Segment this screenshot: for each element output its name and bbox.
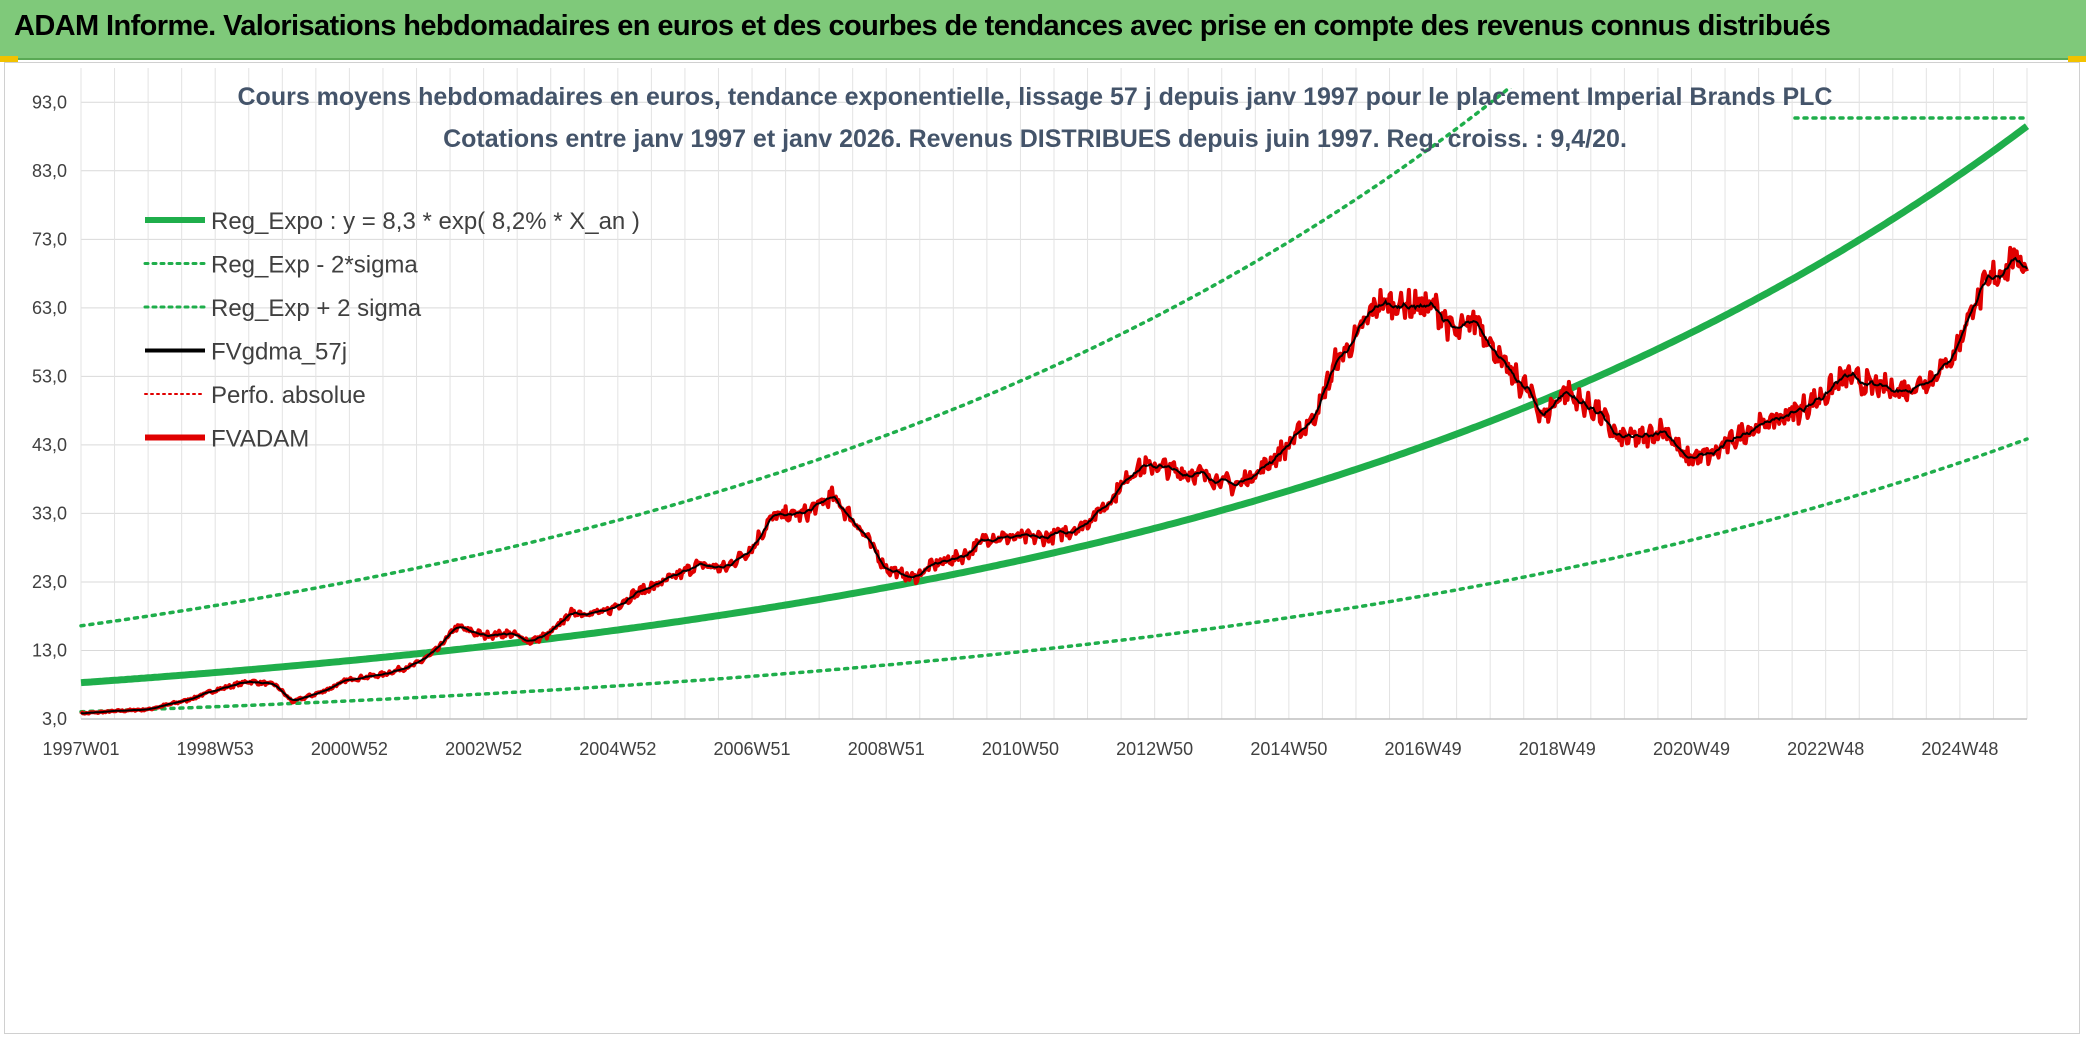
x-tick-label: 2000W52 — [311, 739, 388, 759]
y-tick-label: 53,0 — [32, 366, 67, 386]
y-tick-label: 23,0 — [32, 572, 67, 592]
chart-title-line1: Cours moyens hebdomadaires en euros, ten… — [238, 83, 1833, 111]
x-tick-label: 2010W50 — [982, 739, 1059, 759]
y-tick-label: 93,0 — [32, 92, 67, 112]
reg-exp-minus-2sigma-line — [79, 437, 2029, 714]
chart-series — [79, 88, 2031, 716]
legend-label: FVgdma_57j — [211, 339, 347, 366]
y-tick-label: 33,0 — [32, 503, 67, 523]
x-tick-label: 2024W48 — [1921, 739, 1998, 759]
x-tick-label: 2016W49 — [1385, 739, 1462, 759]
fvgdma-57j-line — [81, 256, 2028, 715]
grid-lines — [80, 68, 2028, 720]
y-tick-label: 43,0 — [32, 435, 67, 455]
legend-label: Reg_Expo : y = 8,3 * exp( 8,2% * X_an ) — [211, 208, 640, 235]
x-tick-label: 2022W48 — [1787, 739, 1864, 759]
chart-legend: Reg_Expo : y = 8,3 * exp( 8,2% * X_an ) R… — [143, 208, 640, 453]
x-tick-label: 2006W51 — [714, 739, 791, 759]
x-tick-label: 2018W49 — [1519, 739, 1596, 759]
x-tick-label: 2002W52 — [445, 739, 522, 759]
legend-label: Perfo. absolue — [211, 382, 366, 409]
x-tick-label: 2020W49 — [1653, 739, 1730, 759]
chart: 3,0 13,0 23,0 33,0 43,0 53,0 63,0 73,0 83,0 93,0 1… — [32, 68, 2031, 759]
axis-ticks: 3,0 13,0 23,0 33,0 43,0 53,0 63,0 73,0 83,0 93,0 1… — [32, 92, 1998, 759]
y-tick-label: 3,0 — [42, 709, 67, 729]
report-title: ADAM Informe. Valorisations hebdomadaire… — [14, 10, 1831, 42]
x-tick-label: 2014W50 — [1250, 739, 1327, 759]
report-banner: ADAM Informe. Valorisations hebdomadaire… — [0, 0, 2086, 62]
legend-label: FVADAM — [211, 426, 309, 453]
x-tick-label: 1998W53 — [177, 739, 254, 759]
x-tick-label: 2012W50 — [1116, 739, 1193, 759]
chart-title-line2: Cotations entre janv 1997 et janv 2026. … — [443, 125, 1627, 153]
chart-frame: 3,0 13,0 23,0 33,0 43,0 53,0 63,0 73,0 83,0 93,0 1… — [4, 62, 2080, 1034]
legend-label: Reg_Exp - 2*sigma — [211, 252, 418, 279]
plot-area — [79, 88, 2030, 716]
legend-label: Reg_Exp + 2 sigma — [211, 295, 422, 322]
x-tick-label: 2004W52 — [579, 739, 656, 759]
x-tick-label: 2008W51 — [848, 739, 925, 759]
reg-exp-plus-2sigma-line — [79, 88, 1513, 628]
y-tick-label: 63,0 — [32, 298, 67, 318]
y-tick-label: 13,0 — [32, 640, 67, 660]
x-tick-label: 1997W01 — [42, 739, 119, 759]
banner-corner-left — [0, 56, 18, 62]
banner-corner-right — [2068, 56, 2086, 62]
y-tick-label: 83,0 — [32, 161, 67, 181]
reg-expo-line — [80, 123, 2030, 687]
y-tick-label: 73,0 — [32, 229, 67, 249]
